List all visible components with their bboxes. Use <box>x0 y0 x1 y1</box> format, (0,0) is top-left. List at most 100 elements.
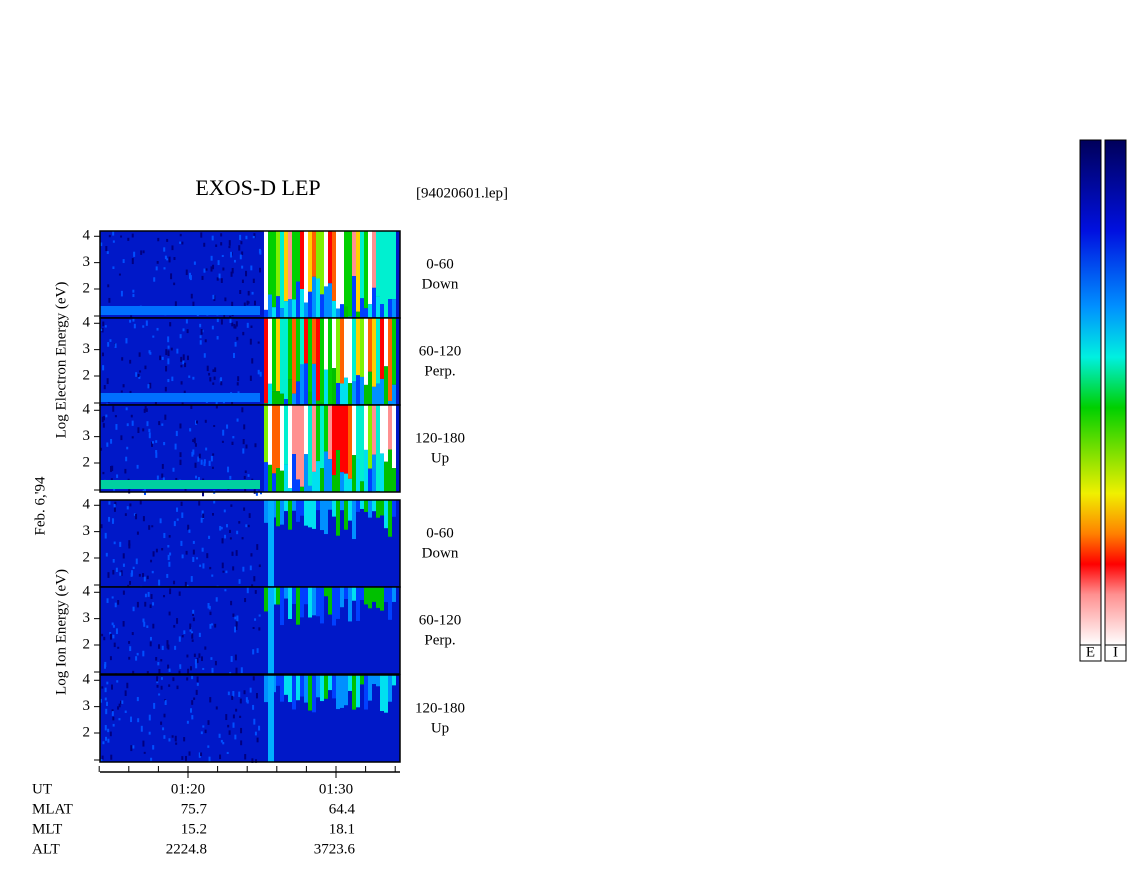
spectrogram-texture <box>208 460 211 467</box>
spectrogram-texture <box>186 654 189 658</box>
spectrogram-texture <box>182 328 185 332</box>
spectrogram-texture <box>247 474 250 477</box>
spectrogram-texture <box>179 459 182 466</box>
spectrogram-texture <box>288 405 292 489</box>
spectrogram-texture <box>196 676 199 682</box>
spectrogram-texture <box>124 513 127 516</box>
spectrogram-texture <box>183 630 186 635</box>
spectrogram-texture <box>183 737 186 742</box>
spectrogram-texture <box>235 620 238 627</box>
ephemeris-value: 3723.6 <box>314 841 356 857</box>
spectrogram-texture <box>109 632 112 635</box>
spectrogram-texture <box>161 645 164 651</box>
spectrogram-texture <box>245 235 248 240</box>
spectrogram-texture <box>300 405 304 487</box>
spectrogram-texture <box>264 675 268 703</box>
spectrogram-texture <box>102 471 105 475</box>
spectrogram-texture <box>184 362 187 368</box>
spectrogram-texture <box>328 231 332 284</box>
spectrogram-texture <box>222 400 225 404</box>
spectrogram-texture <box>352 381 356 405</box>
spectrogram-texture <box>292 405 296 455</box>
spectrogram-texture <box>120 390 123 393</box>
spectrogram-texture <box>254 443 257 448</box>
spectrogram-texture <box>212 382 215 385</box>
spectrogram-texture <box>168 256 171 263</box>
spectrogram-texture <box>181 554 184 559</box>
y-tick-label: 4 <box>83 315 91 331</box>
spectrogram-texture <box>242 448 245 454</box>
spectrogram-texture <box>110 754 113 760</box>
spectrogram-texture <box>135 656 138 661</box>
spectrogram-texture <box>296 587 300 625</box>
spectrogram-texture <box>115 424 118 430</box>
spectrogram-texture <box>107 738 110 743</box>
spectrogram-texture <box>231 400 234 406</box>
spectrogram-texture <box>167 336 170 343</box>
spectrogram-texture <box>328 500 332 510</box>
spectrogram-texture <box>300 364 304 405</box>
spectrogram-texture <box>320 405 324 469</box>
spectrogram-texture <box>132 566 135 570</box>
spectrogram-texture <box>222 267 225 271</box>
spectrogram-texture <box>268 500 274 587</box>
spectrogram-texture <box>108 297 111 303</box>
spectrogram-texture <box>336 318 340 384</box>
spectrogram-texture <box>292 500 296 511</box>
spectrogram-texture <box>238 521 241 524</box>
spectrogram-texture <box>210 623 213 626</box>
spectrogram-texture <box>288 379 292 405</box>
spectrogram-texture <box>320 294 324 318</box>
y-tick-label: 2 <box>83 454 91 470</box>
spectrogram-texture <box>376 587 380 608</box>
spectrogram-texture <box>166 238 169 242</box>
spectrogram-texture <box>153 702 156 709</box>
spectrogram-texture <box>211 235 214 241</box>
spectrogram-texture <box>150 559 153 563</box>
spectrogram-texture <box>149 636 152 641</box>
spectrogram-texture <box>203 268 206 273</box>
spectrogram-texture <box>235 625 238 631</box>
spectrogram-texture <box>173 580 176 585</box>
spectrogram-texture <box>247 290 250 296</box>
spectrogram-texture <box>380 405 384 454</box>
spectrogram-texture <box>196 657 199 663</box>
direction-label: Down <box>422 545 459 561</box>
spectrogram-texture <box>328 587 332 615</box>
spectrogram-texture <box>245 697 248 703</box>
spectrogram-texture <box>280 500 284 525</box>
spectrogram-texture <box>167 358 170 365</box>
spectrogram-texture <box>201 275 204 280</box>
spectrogram-texture <box>147 384 150 389</box>
spectrogram-texture <box>112 569 115 575</box>
spectrogram-texture <box>143 408 146 413</box>
spectrogram-texture <box>197 456 200 462</box>
spectrogram-texture <box>142 325 145 328</box>
spectrogram-texture <box>272 318 276 392</box>
spectrogram-texture <box>118 703 121 708</box>
spectrogram-texture <box>209 377 212 382</box>
spectrogram-texture <box>324 369 328 405</box>
spectrogram-texture <box>163 532 166 539</box>
spectrogram-texture <box>138 352 141 357</box>
spectrogram-texture <box>210 455 213 462</box>
spectrogram-texture <box>131 420 134 426</box>
spectrogram-texture <box>360 318 364 377</box>
spectrogram-texture <box>126 446 129 450</box>
spectrogram-texture <box>149 382 152 389</box>
spectrogram-texture <box>114 501 117 506</box>
spectrogram-texture <box>360 587 364 601</box>
spectrogram-texture <box>110 438 113 444</box>
spectrogram-texture <box>336 500 340 536</box>
spectrogram-texture <box>102 416 105 421</box>
spectrogram-texture <box>232 722 235 728</box>
spectrogram-texture <box>174 645 177 650</box>
spectrogram-texture <box>158 421 161 426</box>
spectrogram-texture <box>308 500 312 528</box>
spectrogram-texture <box>109 731 112 737</box>
spectrogram-texture <box>340 231 344 305</box>
spectrogram-texture <box>205 268 208 271</box>
spectrogram-texture <box>380 675 384 712</box>
spectrogram-texture <box>105 736 108 741</box>
spectrogram-texture <box>250 265 253 271</box>
